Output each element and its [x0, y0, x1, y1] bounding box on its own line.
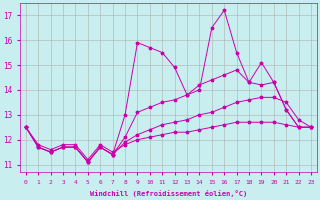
X-axis label: Windchill (Refroidissement éolien,°C): Windchill (Refroidissement éolien,°C) — [90, 190, 247, 197]
